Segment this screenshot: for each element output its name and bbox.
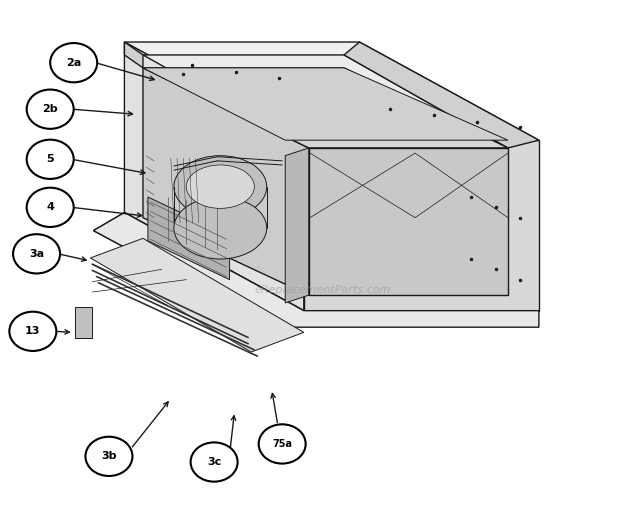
Circle shape <box>27 90 74 129</box>
Polygon shape <box>94 212 539 327</box>
Text: 2a: 2a <box>66 57 81 68</box>
Circle shape <box>9 312 56 351</box>
Ellipse shape <box>174 197 267 259</box>
Polygon shape <box>75 307 92 338</box>
Circle shape <box>259 424 306 464</box>
Text: 5: 5 <box>46 154 54 164</box>
Polygon shape <box>143 55 508 148</box>
Text: 3a: 3a <box>29 249 44 259</box>
Polygon shape <box>143 68 508 140</box>
Circle shape <box>190 442 237 482</box>
Circle shape <box>27 140 74 179</box>
Circle shape <box>27 188 74 227</box>
Polygon shape <box>125 42 143 68</box>
Ellipse shape <box>174 156 267 218</box>
Text: 75a: 75a <box>272 439 292 449</box>
Text: 4: 4 <box>46 203 54 212</box>
Polygon shape <box>125 42 304 311</box>
Polygon shape <box>148 197 229 280</box>
Circle shape <box>86 437 133 476</box>
Circle shape <box>13 234 60 274</box>
Text: 3c: 3c <box>207 457 221 467</box>
Circle shape <box>50 43 97 82</box>
Text: 3b: 3b <box>101 451 117 462</box>
Polygon shape <box>94 212 304 327</box>
Polygon shape <box>91 238 304 352</box>
Polygon shape <box>143 68 309 295</box>
Text: 13: 13 <box>25 326 40 336</box>
Polygon shape <box>309 148 508 295</box>
Polygon shape <box>285 148 309 303</box>
Polygon shape <box>125 42 539 140</box>
Text: 2b: 2b <box>42 104 58 114</box>
Polygon shape <box>143 68 508 148</box>
Polygon shape <box>344 42 539 148</box>
Polygon shape <box>304 140 539 311</box>
Text: eReplacementParts.com: eReplacementParts.com <box>254 285 391 295</box>
Ellipse shape <box>186 165 254 208</box>
